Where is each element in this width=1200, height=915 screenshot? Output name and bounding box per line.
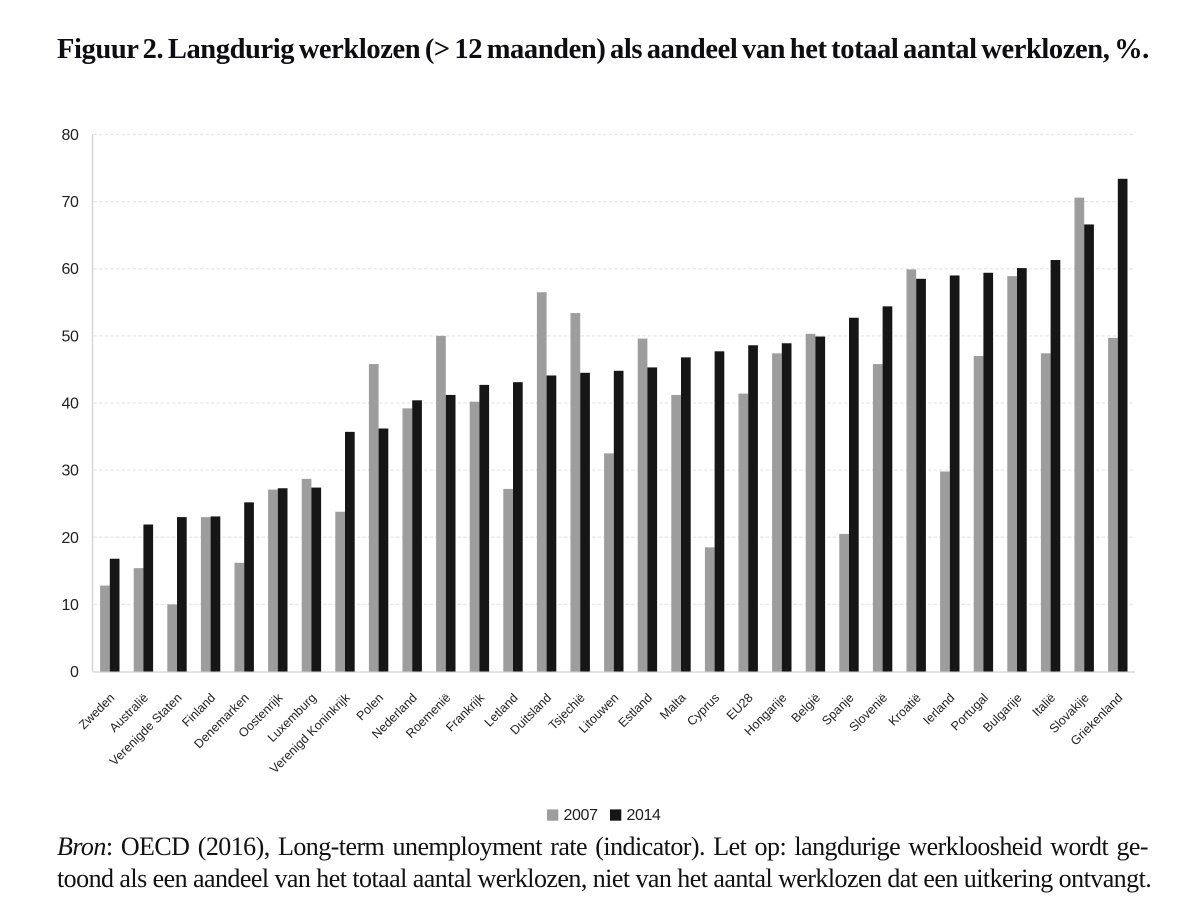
svg-text:10: 10	[62, 597, 79, 614]
svg-text:80: 80	[62, 127, 79, 144]
svg-text:Estland: Estland	[616, 691, 655, 730]
svg-text:0: 0	[70, 664, 79, 681]
svg-text:40: 40	[62, 396, 79, 413]
svg-text:2014: 2014	[627, 807, 661, 824]
svg-text:70: 70	[62, 194, 79, 211]
svg-text:30: 30	[62, 463, 79, 480]
svg-text:Kroatië: Kroatië	[886, 691, 924, 729]
svg-text:20: 20	[62, 530, 79, 547]
svg-text:50: 50	[62, 328, 79, 345]
svg-text:Malta: Malta	[657, 691, 689, 723]
svg-text:60: 60	[62, 261, 79, 278]
svg-text:Cyprus: Cyprus	[684, 691, 722, 729]
svg-text:2007: 2007	[564, 807, 598, 824]
svg-text:Frankrijk: Frankrijk	[443, 690, 487, 734]
svg-text:België: België	[789, 691, 824, 726]
svg-text:Italië: Italië	[1030, 691, 1059, 720]
